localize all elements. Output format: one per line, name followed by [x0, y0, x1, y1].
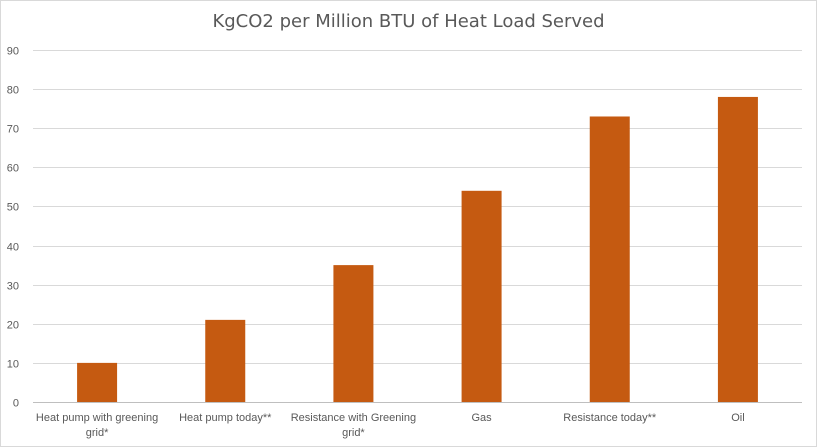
bar [717, 96, 758, 402]
y-tick-label: 10 [7, 359, 19, 371]
y-tick-label: 90 [7, 46, 19, 58]
x-tick-label: Heat pump with greening [36, 412, 158, 424]
x-tick-label: Heat pump today** [179, 412, 272, 424]
bar [589, 116, 630, 402]
bar [77, 362, 118, 402]
y-tick-label: 60 [7, 163, 19, 175]
y-tick-label: 70 [7, 124, 19, 136]
x-tick-label: Gas [471, 412, 492, 424]
bar [333, 265, 374, 402]
y-tick-label: 0 [13, 398, 19, 410]
x-tick-label: grid* [342, 427, 365, 439]
bar [461, 190, 502, 402]
y-tick-label: 50 [7, 202, 19, 214]
y-tick-label: 80 [7, 85, 19, 97]
y-tick-label: 20 [7, 320, 19, 332]
x-tick-label: Resistance today** [563, 412, 657, 424]
x-tick-label: grid* [86, 427, 109, 439]
x-tick-label: Resistance with Greening [291, 412, 416, 424]
chart-title: KgCO2 per Million BTU of Heat Load Serve… [212, 11, 605, 32]
y-tick-label: 30 [7, 281, 19, 293]
x-tick-label: Oil [731, 412, 744, 424]
bar [205, 319, 246, 402]
y-tick-label: 40 [7, 242, 19, 254]
